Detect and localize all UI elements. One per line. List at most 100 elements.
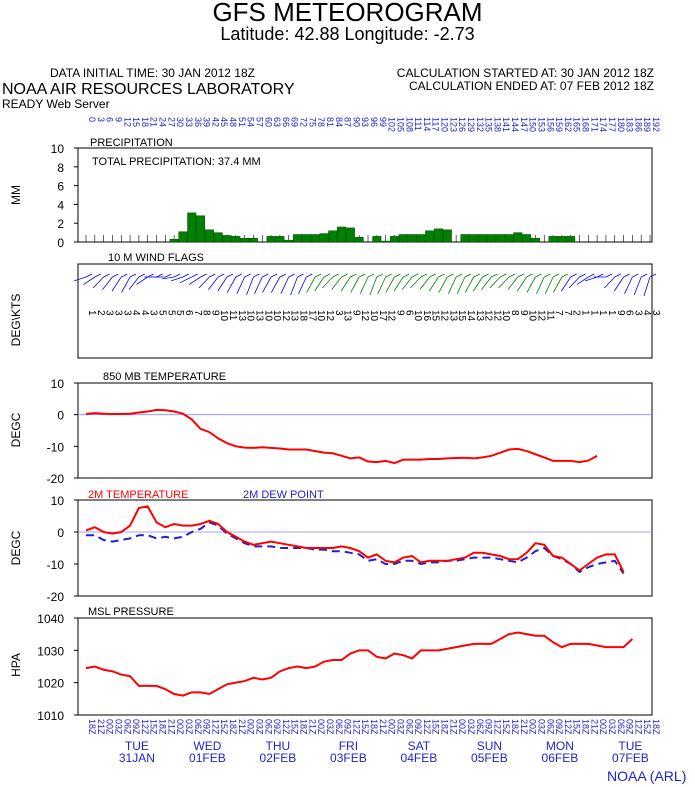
wind-barb-flag [376,273,383,278]
precip-bar [187,212,197,243]
temp850-title: 850 MB TEMPERATURE [103,371,226,383]
forecast-hour-label: 3 [96,117,106,122]
forecast-hour-label: 135 [484,117,494,132]
wind-speed-label: 12 [324,310,335,322]
time-axis-hour-label: 09Z [343,719,353,735]
precip-bar [513,232,523,243]
wind-speed-label: 3 [104,310,115,316]
wind-barb [624,276,633,295]
wind-barb [585,276,598,282]
time-axis-hour-label: 21Z [589,719,599,735]
wind-speed-label: 6 [403,310,414,316]
precip-bar [266,236,276,243]
time-axis-hour-label: 09Z [202,719,212,735]
wind-barb-flag [103,273,110,278]
wind-speed-label: 12 [535,310,546,322]
wind-barb-flag [218,273,225,278]
wind-barb-flag [508,273,516,278]
forecast-hour-label: 138 [492,117,502,132]
temp850-line [85,408,598,465]
wind-speed-label: 3 [650,310,661,316]
time-axis-hour-label: 21Z [166,719,176,735]
wind-speed-label: 17 [306,310,317,322]
precip-bar [301,234,311,243]
time-axis-hour-label: 00Z [387,719,397,735]
wind-barb [536,276,545,295]
time-axis-hour-label: 12Z [140,719,150,735]
time-axis-hour-label: 12Z [210,719,220,735]
time-axis-date-label: 06FEB [542,751,579,765]
precip-bar [178,231,188,243]
wind-barb [73,276,87,282]
time-axis-hour-label: 06Z [404,719,414,735]
forecast-hour-label: 159 [554,117,564,132]
wind-barb-flag [367,273,375,278]
wind-speed-label: 9 [615,310,626,316]
precip-bar [328,230,338,243]
pressure-y-tick-label: 1030 [37,644,64,658]
wind-barb [262,276,272,293]
time-axis-hour-label: 06Z [334,719,344,735]
time-axis-hour-label: 03Z [607,719,617,735]
wind-barb-flag [596,273,604,278]
wind-barb [198,276,210,289]
wind-barb-flag [623,273,630,278]
wind-speed-label: 16 [421,310,432,322]
wind-barb [393,276,404,292]
forecast-hour-label: 48 [228,117,238,127]
time-axis-hour-label: 06Z [122,719,132,735]
precip-bar [248,238,258,243]
time-axis-hour-label: 00Z [175,719,185,735]
time-axis-hour-label: 00Z [457,719,467,735]
precip-bar [407,234,417,243]
precip-bar [416,234,426,243]
time-axis-hour-label: 15Z [642,719,652,735]
time-axis-day-label: MON [546,739,574,753]
precip-bar [345,227,355,243]
forecast-hour-label: 177 [607,117,617,132]
precip-y-tick-label: 6 [57,180,64,194]
precip-bar [530,238,540,243]
time-axis-hour-label: 18Z [510,719,520,735]
wind-speed-label: 14 [465,310,476,322]
forecast-hour-label: 162 [563,117,573,132]
time-axis-hour-label: 12Z [422,719,432,735]
wind-barb-flag [209,273,216,278]
forecast-hour-label: 192 [651,117,661,132]
wind-speed-label: 5 [174,310,185,316]
wind-barb-flag [535,273,542,278]
location-subtitle: Latitude: 42.88 Longitude: -2.73 [220,24,475,44]
precip-panel-frame [77,147,653,243]
wind-speed-label: 11 [227,310,238,321]
wind-barb [447,276,457,295]
wind-barb-flag [464,273,472,278]
forecast-hour-label: 15 [131,117,141,127]
wind-barb-flag [517,273,524,278]
wind-barb [306,276,316,293]
time-axis-hour-label: 06Z [193,719,203,735]
wind-barb-flag [244,273,251,278]
wind-barb [340,276,351,292]
time-axis-hour-label: 12Z [492,719,502,735]
wind-barb-flag [385,273,392,278]
wind-barb [111,276,122,292]
wind-barb-flag [544,273,551,278]
wind-speed-label: 13 [236,310,247,322]
time-axis-hour-label: 09Z [625,719,635,735]
precip-bar [310,234,320,243]
time-axis-hour-label: 03Z [184,719,194,735]
dewpoint-line [86,521,625,575]
wind-barb-flag [235,273,242,278]
wind-speed-label: 12 [386,310,397,322]
wind-barb [83,276,96,285]
precip-y-tick-label: 0 [57,236,64,250]
wind-speed-label: 10 [500,310,511,322]
precip-bar [354,237,364,243]
precip-bar [222,235,232,243]
time-axis-day-label: SUN [477,739,502,753]
forecast-hour-label: 6 [105,117,115,122]
wind-barb-flag [165,273,172,278]
forecast-hour-label: 120 [440,117,450,132]
forecast-hour-label: 33 [184,117,194,127]
